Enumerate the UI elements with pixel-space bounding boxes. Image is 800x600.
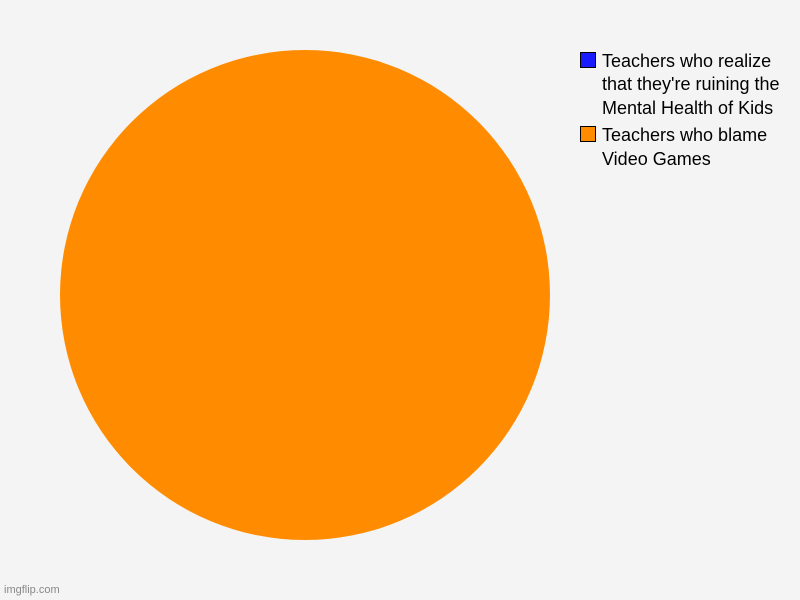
chart-container: Teachers who realize that they're ruinin… [0,0,800,600]
legend-swatch [580,126,596,142]
legend: Teachers who realize that they're ruinin… [550,50,800,175]
pie-wrapper [20,50,550,540]
pie-chart [60,50,550,540]
legend-swatch [580,52,596,68]
legend-label: Teachers who realize that they're ruinin… [602,50,800,120]
legend-item: Teachers who blame Video Games [580,124,800,171]
watermark: imgflip.com [4,584,60,596]
legend-label: Teachers who blame Video Games [602,124,800,171]
legend-item: Teachers who realize that they're ruinin… [580,50,800,120]
